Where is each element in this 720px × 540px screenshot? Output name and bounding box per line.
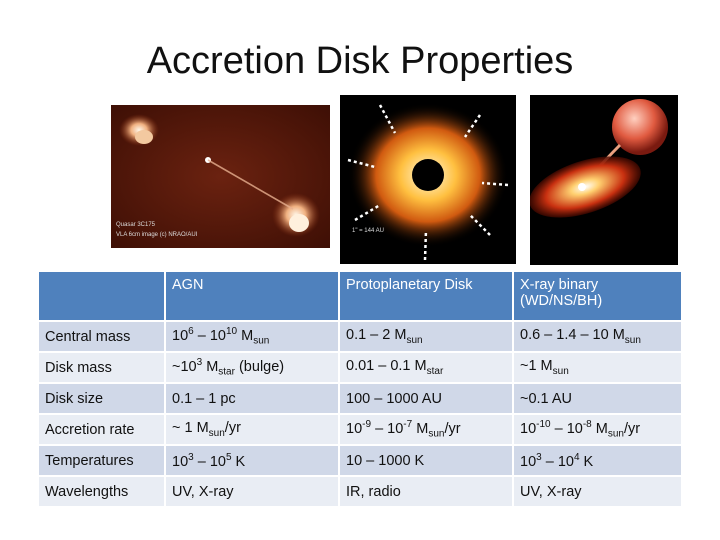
cell-agn: ~ 1 Msun/yr (166, 415, 338, 444)
agn-caption-2: VLA 6cm image (c) NRAO/AUI (116, 232, 198, 238)
slide-title: Accretion Disk Properties (146, 40, 574, 82)
row-label: Central mass (39, 322, 164, 351)
agn-caption-1: Quasar 3C175 (116, 222, 156, 228)
agn-radio-image: Quasar 3C175 VLA 6cm image (c) NRAO/AUI (111, 105, 330, 248)
cell-agn: UV, X-ray (166, 477, 338, 506)
table-row-disk-mass: Disk mass ~103 Mstar (bulge) 0.01 – 0.1 … (39, 353, 681, 382)
header-agn: AGN (166, 272, 338, 320)
cell-ppd: 0.01 – 0.1 Mstar (340, 353, 512, 382)
table-row-wavelengths: Wavelengths UV, X-ray IR, radio UV, X-ra… (39, 477, 681, 506)
cell-agn: ~103 Mstar (bulge) (166, 353, 338, 382)
cell-xrb: UV, X-ray (514, 477, 681, 506)
header-empty (39, 272, 164, 320)
cell-xrb: 10-10 – 10-8 Msun/yr (514, 415, 681, 444)
cell-ppd: 10 – 1000 K (340, 446, 512, 475)
row-label: Wavelengths (39, 477, 164, 506)
cell-ppd: 100 – 1000 AU (340, 384, 512, 413)
row-label: Disk size (39, 384, 164, 413)
disk-scale-label: 1" = 144 AU (352, 228, 384, 234)
row-label: Disk mass (39, 353, 164, 382)
cell-ppd: 10-9 – 10-7 Msun/yr (340, 415, 512, 444)
header-xray-binary: X-ray binary (WD/NS/BH) (514, 272, 681, 320)
cell-ppd: 0.1 – 2 Msun (340, 322, 512, 351)
xray-binary-image (530, 95, 678, 265)
protoplanetary-disk-image: 1" = 144 AU (340, 95, 516, 264)
table-row-temperatures: Temperatures 103 – 105 K 10 – 1000 K 103… (39, 446, 681, 475)
cell-ppd: IR, radio (340, 477, 512, 506)
cell-xrb: 103 – 104 K (514, 446, 681, 475)
cell-agn: 103 – 105 K (166, 446, 338, 475)
table-row-central-mass: Central mass 106 – 1010 Msun 0.1 – 2 Msu… (39, 322, 681, 351)
cell-xrb: 0.6 – 1.4 – 10 Msun (514, 322, 681, 351)
table-row-disk-size: Disk size 0.1 – 1 pc 100 – 1000 AU ~0.1 … (39, 384, 681, 413)
cell-agn: 0.1 – 1 pc (166, 384, 338, 413)
header-protoplanetary-disk: Protoplanetary Disk (340, 272, 512, 320)
table-row-accretion-rate: Accretion rate ~ 1 Msun/yr 10-9 – 10-7 M… (39, 415, 681, 444)
cell-xrb: ~1 Msun (514, 353, 681, 382)
row-label: Accretion rate (39, 415, 164, 444)
table-header-row: AGN Protoplanetary Disk X-ray binary (WD… (39, 272, 681, 320)
cell-xrb: ~0.1 AU (514, 384, 681, 413)
row-label: Temperatures (39, 446, 164, 475)
properties-table: AGN Protoplanetary Disk X-ray binary (WD… (37, 270, 683, 508)
cell-agn: 106 – 1010 Msun (166, 322, 338, 351)
